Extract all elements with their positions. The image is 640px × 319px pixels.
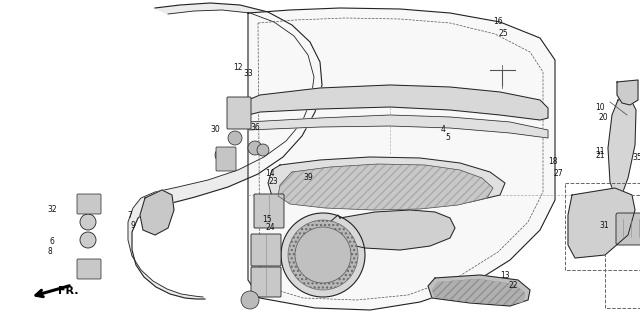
FancyBboxPatch shape bbox=[251, 267, 281, 297]
Text: 36: 36 bbox=[250, 122, 260, 131]
Polygon shape bbox=[248, 85, 548, 120]
Circle shape bbox=[241, 291, 259, 309]
Text: 10: 10 bbox=[595, 103, 605, 113]
Text: 22: 22 bbox=[508, 280, 518, 290]
Text: 23: 23 bbox=[268, 177, 278, 187]
Circle shape bbox=[248, 141, 262, 155]
Circle shape bbox=[215, 148, 229, 162]
Circle shape bbox=[228, 131, 242, 145]
Polygon shape bbox=[268, 157, 505, 208]
Text: 9: 9 bbox=[131, 220, 136, 229]
Text: 6: 6 bbox=[49, 238, 54, 247]
Polygon shape bbox=[617, 80, 638, 105]
Text: 11: 11 bbox=[595, 147, 605, 157]
Polygon shape bbox=[278, 164, 493, 210]
Circle shape bbox=[281, 213, 365, 297]
Text: 27: 27 bbox=[553, 168, 563, 177]
Text: 12: 12 bbox=[233, 63, 243, 72]
Polygon shape bbox=[432, 279, 525, 305]
Text: 24: 24 bbox=[265, 224, 275, 233]
Text: 18: 18 bbox=[548, 158, 557, 167]
FancyBboxPatch shape bbox=[77, 194, 101, 214]
Circle shape bbox=[295, 227, 351, 283]
Text: 33: 33 bbox=[243, 69, 253, 78]
Circle shape bbox=[80, 232, 96, 248]
Circle shape bbox=[288, 220, 358, 290]
Text: 35: 35 bbox=[632, 153, 640, 162]
Polygon shape bbox=[128, 3, 322, 299]
Text: 25: 25 bbox=[498, 28, 508, 38]
Circle shape bbox=[257, 144, 269, 156]
FancyBboxPatch shape bbox=[251, 234, 281, 266]
Text: 21: 21 bbox=[595, 151, 605, 160]
Text: 39: 39 bbox=[303, 174, 313, 182]
Polygon shape bbox=[568, 188, 635, 258]
FancyBboxPatch shape bbox=[227, 97, 251, 129]
Polygon shape bbox=[248, 115, 548, 138]
Text: 5: 5 bbox=[445, 133, 451, 143]
Polygon shape bbox=[328, 210, 455, 250]
FancyBboxPatch shape bbox=[77, 259, 101, 279]
FancyBboxPatch shape bbox=[254, 194, 284, 228]
Text: 8: 8 bbox=[47, 248, 52, 256]
Text: 14: 14 bbox=[265, 168, 275, 177]
Text: 30: 30 bbox=[210, 125, 220, 135]
Polygon shape bbox=[248, 8, 555, 310]
Text: 20: 20 bbox=[598, 114, 608, 122]
Polygon shape bbox=[428, 275, 530, 306]
Text: 13: 13 bbox=[500, 271, 510, 279]
Text: 32: 32 bbox=[47, 205, 57, 214]
Text: 16: 16 bbox=[493, 18, 503, 26]
Text: 31: 31 bbox=[599, 220, 609, 229]
Text: 4: 4 bbox=[440, 125, 445, 135]
Circle shape bbox=[80, 214, 96, 230]
FancyBboxPatch shape bbox=[216, 147, 236, 171]
FancyBboxPatch shape bbox=[616, 213, 640, 245]
Text: 7: 7 bbox=[127, 211, 132, 219]
Text: 15: 15 bbox=[262, 216, 272, 225]
Polygon shape bbox=[140, 190, 174, 235]
Polygon shape bbox=[608, 98, 636, 205]
Text: FR.: FR. bbox=[58, 286, 79, 296]
